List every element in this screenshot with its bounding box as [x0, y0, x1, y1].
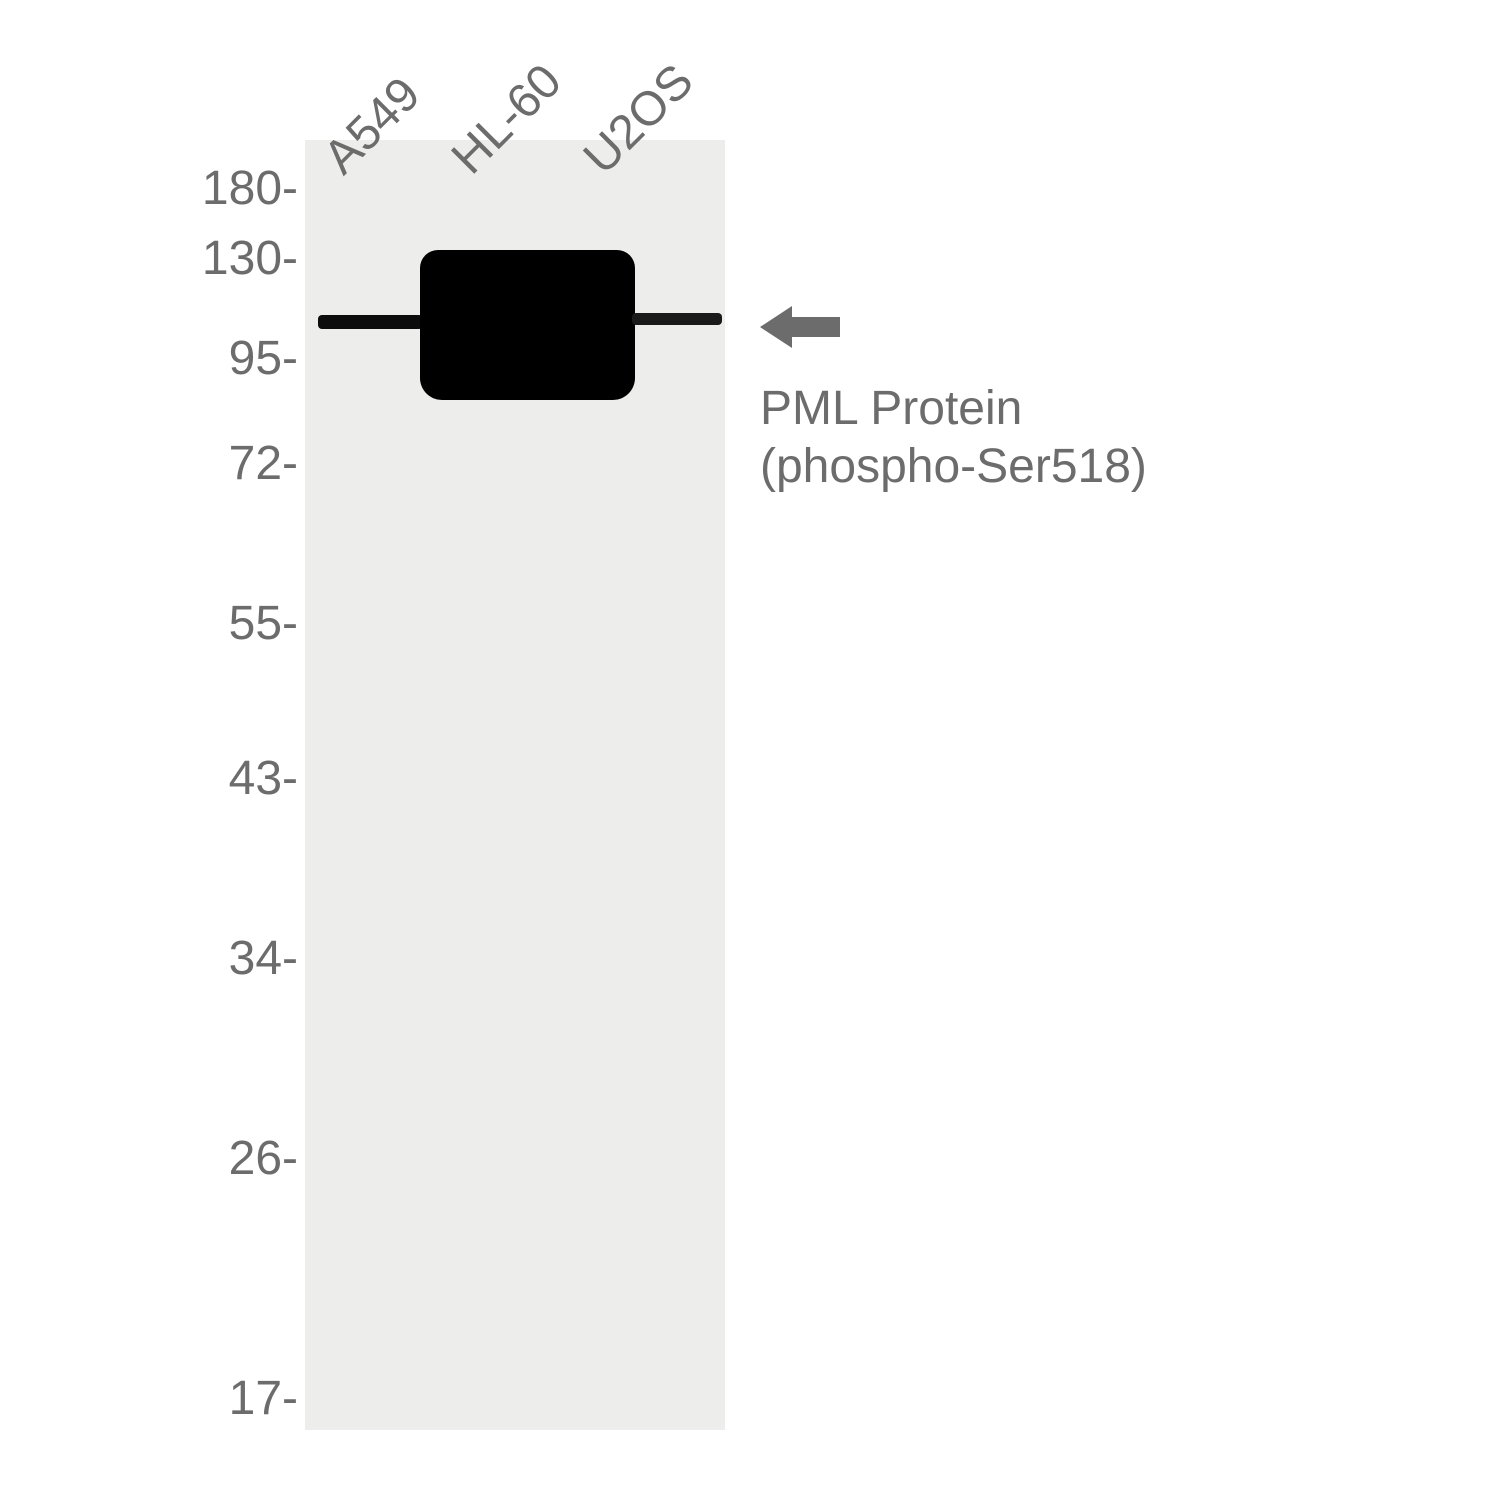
- mw-label-17: 17-: [0, 1371, 298, 1426]
- protein-annotation-line1: PML Protein: [760, 380, 1147, 438]
- protein-annotation: PML Protein (phospho-Ser518): [760, 380, 1147, 495]
- mw-label-43: 43-: [0, 751, 298, 806]
- band-a549: [318, 315, 423, 329]
- mw-label-72: 72-: [0, 436, 298, 491]
- western-blot-figure: A549 HL-60 U2OS 180- 130- 95- 72- 55- 43…: [0, 0, 1500, 1500]
- mw-label-26: 26-: [0, 1131, 298, 1186]
- band-hl60: [420, 250, 635, 400]
- arrow-left-icon: [760, 302, 840, 352]
- mw-label-180: 180-: [0, 161, 298, 216]
- band-u2os: [632, 313, 722, 325]
- mw-label-130: 130-: [0, 231, 298, 286]
- mw-label-55: 55-: [0, 596, 298, 651]
- mw-label-95: 95-: [0, 331, 298, 386]
- mw-label-34: 34-: [0, 931, 298, 986]
- protein-annotation-line2: (phospho-Ser518): [760, 438, 1147, 496]
